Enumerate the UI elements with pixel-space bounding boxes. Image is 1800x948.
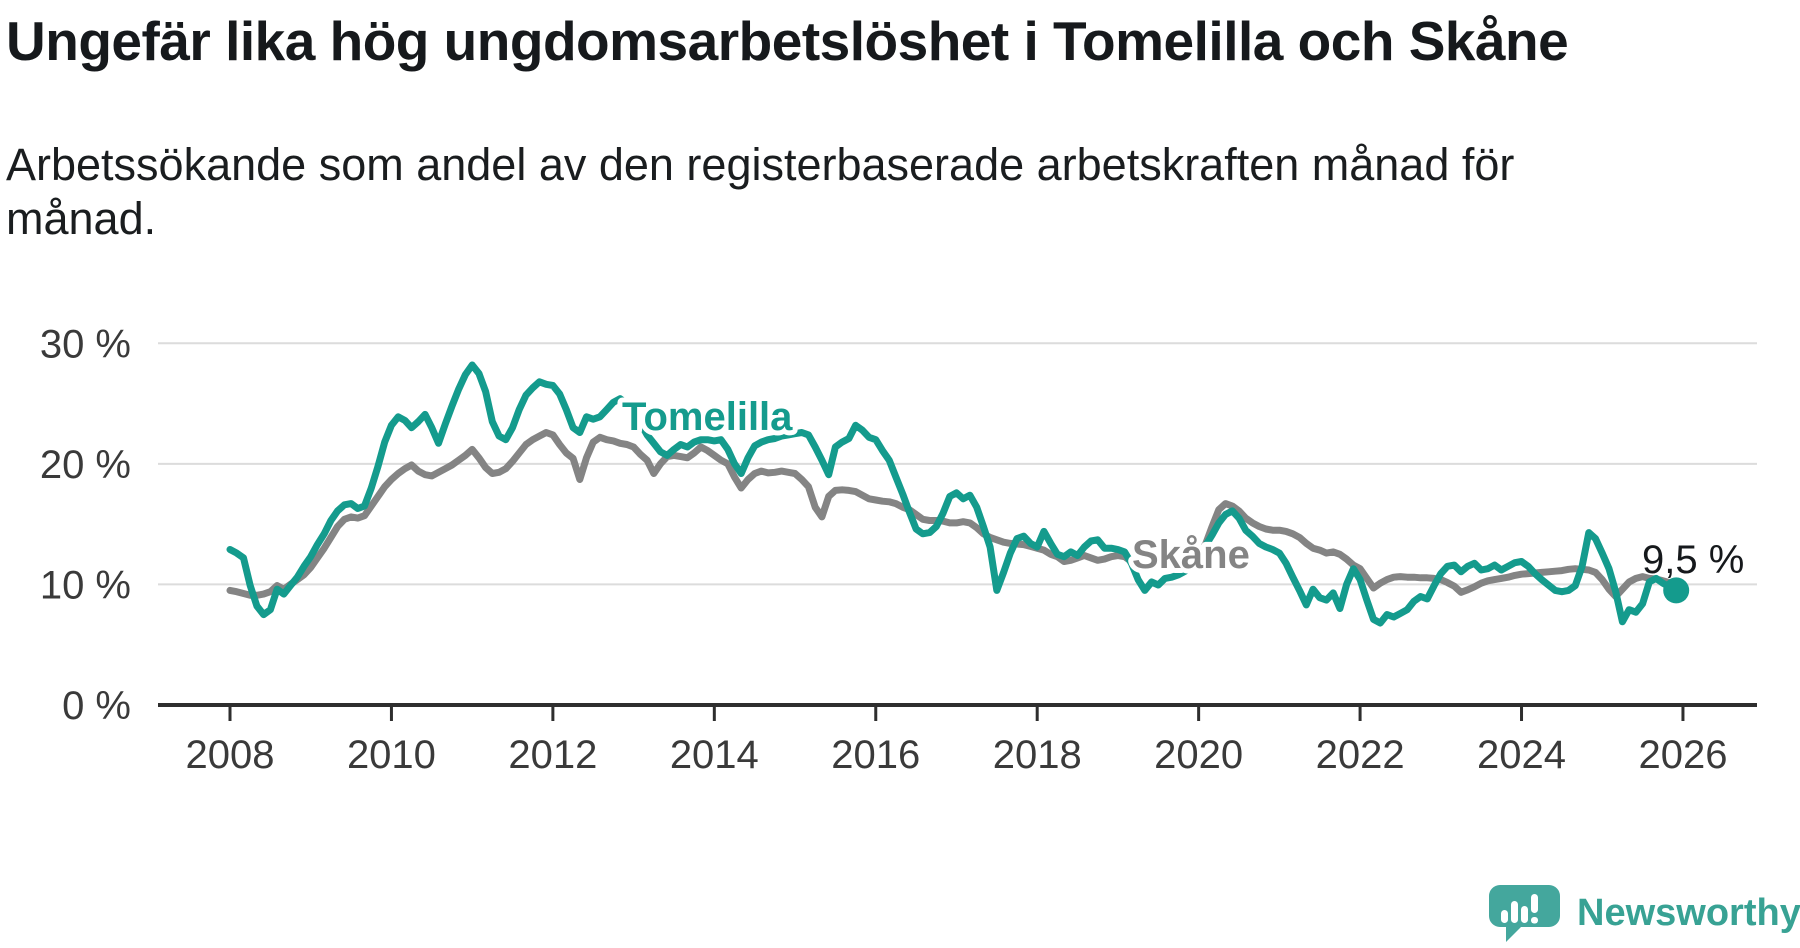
- y-axis-tick-label: 10 %: [40, 563, 131, 607]
- x-axis-tick-label: 2014: [670, 733, 759, 777]
- page-title: Ungefär lika hög ungdomsarbetslöshet i T…: [6, 10, 1569, 72]
- x-axis-tick-label: 2024: [1477, 733, 1566, 777]
- x-axis-tick-label: 2026: [1638, 733, 1727, 777]
- x-axis-tick-label: 2020: [1154, 733, 1243, 777]
- page-subtitle-line-1: Arbetssökande som andel av den registerb…: [6, 139, 1515, 190]
- x-axis-tick-label: 2022: [1316, 733, 1405, 777]
- page-subtitle: Arbetssökande som andel av den registerb…: [6, 138, 1706, 246]
- newsworthy-logo: Newsworthy: [1488, 884, 1800, 942]
- x-axis-tick-label: 2016: [831, 733, 920, 777]
- newsworthy-chart-bubble-icon: [1489, 885, 1560, 942]
- series-label-skane: Skåne: [1132, 533, 1250, 577]
- series-line-tomelilla: [226, 361, 1680, 627]
- x-axis-tick-label: 2012: [508, 733, 597, 777]
- end-value-label: 9,5 %: [1642, 538, 1744, 582]
- y-axis-tick-label: 20 %: [40, 443, 131, 487]
- page-subtitle-line-2: månad.: [6, 193, 157, 244]
- series-label-tomelilla: Tomelilla: [622, 395, 793, 439]
- y-axis-tick-label: 30 %: [40, 322, 131, 366]
- end-point-dot: [1663, 577, 1690, 604]
- x-axis-tick-label: 2018: [993, 733, 1082, 777]
- y-axis-tick-label: 0 %: [62, 684, 131, 728]
- newsworthy-logo-text: Newsworthy: [1577, 891, 1800, 934]
- x-axis-tick-label: 2008: [186, 733, 275, 777]
- x-axis-tick-label: 2010: [347, 733, 436, 777]
